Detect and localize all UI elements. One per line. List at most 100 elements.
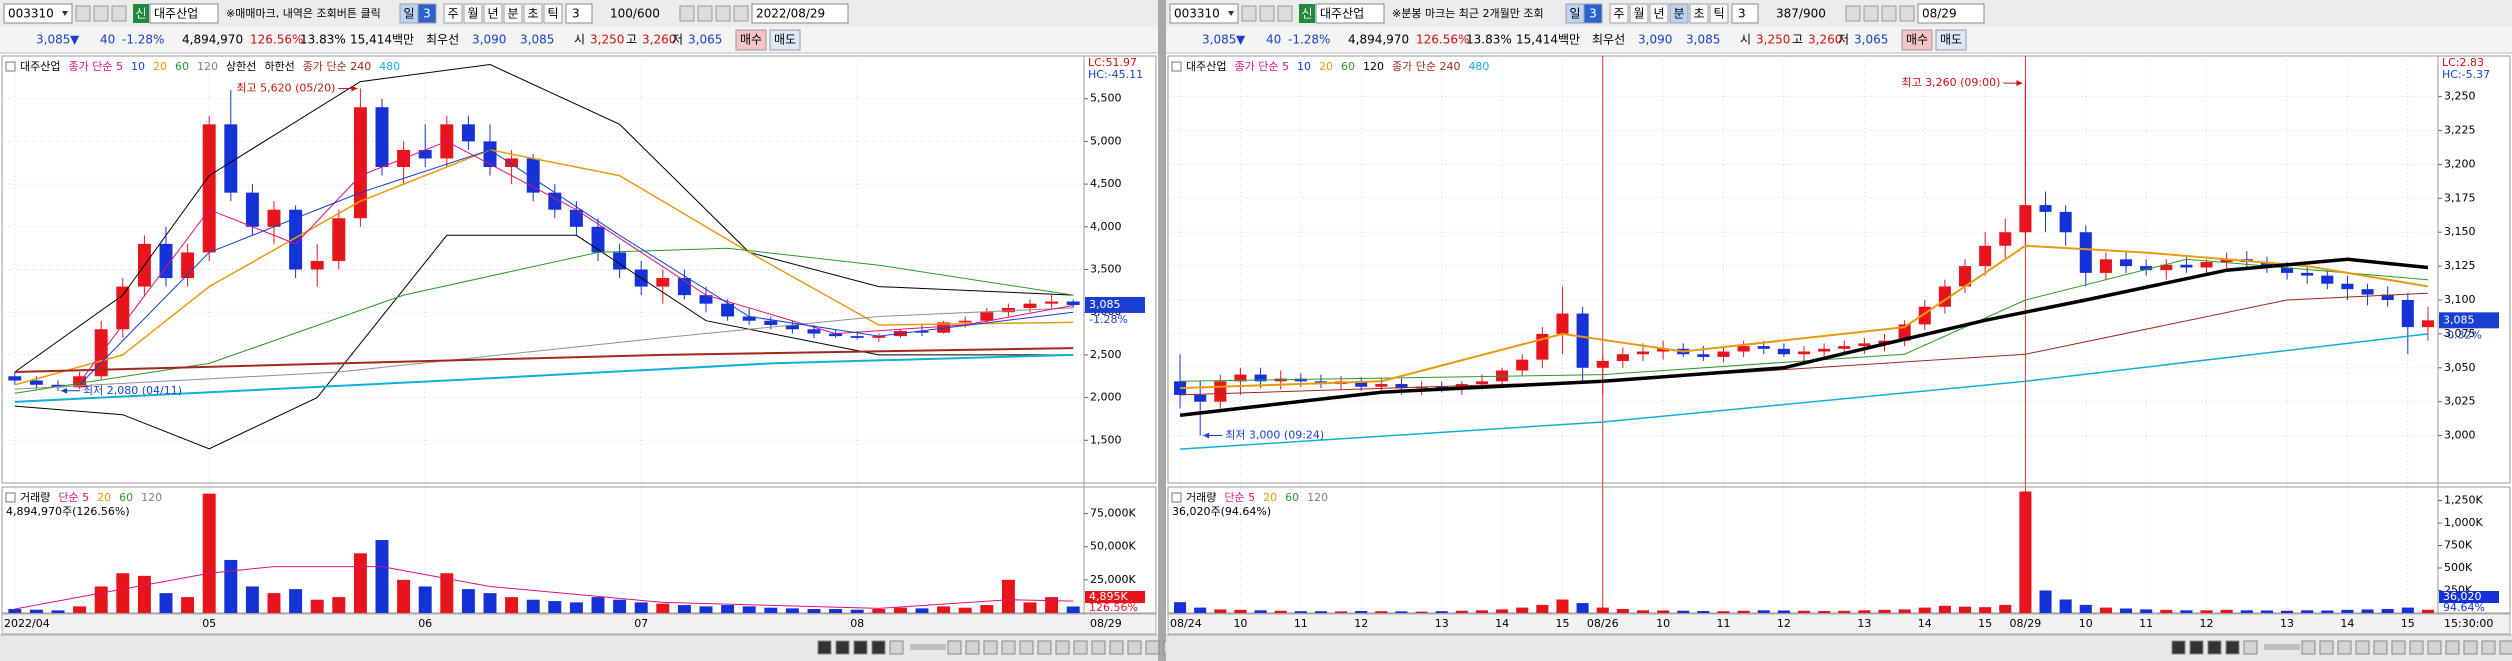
toolbar-icon[interactable] <box>1241 5 1257 22</box>
toolbar-icon[interactable] <box>2445 640 2460 655</box>
toolbar-icon[interactable] <box>733 5 749 22</box>
period-tab-label[interactable]: 주 <box>447 7 458 21</box>
toolbar-icon[interactable] <box>2301 640 2316 655</box>
date-input[interactable] <box>751 3 849 24</box>
period-tab[interactable] <box>417 3 437 24</box>
toolbar-icon[interactable] <box>1091 640 1106 655</box>
toolbar-icon[interactable] <box>983 640 998 655</box>
period-tab-label[interactable]: 일 <box>403 7 414 21</box>
period-tab-label[interactable]: 분 <box>1673 7 1684 21</box>
toolbar-icon[interactable] <box>2463 640 2478 655</box>
order-button[interactable] <box>735 29 767 51</box>
scroll-track[interactable] <box>910 644 946 650</box>
period-tab[interactable] <box>483 3 503 24</box>
toolbar-icon[interactable] <box>715 5 731 22</box>
period-tab[interactable] <box>1669 3 1689 24</box>
period-tab-label[interactable]: 초 <box>1693 7 1704 21</box>
period-tab-label[interactable]: 분 <box>507 7 518 21</box>
period-tab-label[interactable]: 년 <box>1653 7 1664 21</box>
period-tab-label[interactable]: 틱 <box>1713 7 1724 21</box>
period-tab[interactable] <box>503 3 523 24</box>
toolbar-icon[interactable] <box>75 5 91 22</box>
toolbar-icon[interactable] <box>2427 640 2442 655</box>
toolbar-icon[interactable] <box>2481 640 2496 655</box>
period-tab[interactable] <box>1629 3 1649 24</box>
period-tab[interactable] <box>1709 3 1729 24</box>
order-button[interactable] <box>1935 29 1967 51</box>
period-tab-label[interactable]: 월 <box>467 7 478 21</box>
toolbar-icon[interactable] <box>2391 640 2406 655</box>
legend-checkbox[interactable] <box>1171 61 1182 72</box>
quote-field[interactable]: 매수 <box>740 33 762 47</box>
period-tab[interactable] <box>1689 3 1709 24</box>
toolbar-icon[interactable] <box>2225 640 2240 655</box>
period-tab[interactable] <box>1583 3 1603 24</box>
toolbar-icon[interactable] <box>1277 5 1293 22</box>
toolbar-icon[interactable] <box>2319 640 2334 655</box>
period-tab[interactable] <box>463 3 483 24</box>
toolbar-icon[interactable] <box>2373 640 2388 655</box>
toolbar-icon[interactable] <box>1863 5 1879 22</box>
period-tab-label[interactable]: 틱 <box>547 7 558 21</box>
toolbar-icon[interactable] <box>835 640 850 655</box>
legend-checkbox[interactable] <box>1171 492 1182 503</box>
toolbar-icon[interactable] <box>2207 640 2222 655</box>
toolbar-icon[interactable] <box>2409 640 2424 655</box>
toolbar-icon[interactable] <box>1145 640 1160 655</box>
toolbar-icon[interactable] <box>947 640 962 655</box>
toolbar-icon[interactable] <box>1845 5 1861 22</box>
toolbar-icon[interactable] <box>817 640 832 655</box>
toolbar-icon[interactable] <box>1037 640 1052 655</box>
toolbar-icon[interactable] <box>871 640 886 655</box>
toolbar-icon[interactable] <box>111 5 127 22</box>
period-tab[interactable] <box>1649 3 1669 24</box>
period-tab-label[interactable]: 초 <box>527 7 538 21</box>
toolbar-icon[interactable] <box>965 640 980 655</box>
scroll-track[interactable] <box>2264 644 2300 650</box>
toolbar-icon[interactable] <box>697 5 713 22</box>
toolbar-icon[interactable] <box>1259 5 1275 22</box>
period-tab-label[interactable]: 년 <box>487 7 498 21</box>
count-input[interactable] <box>565 3 593 24</box>
toolbar-icon[interactable] <box>1055 640 1070 655</box>
toolbar-icon[interactable] <box>853 640 868 655</box>
code-input[interactable] <box>3 3 73 24</box>
order-button[interactable] <box>769 29 801 51</box>
quote-field[interactable]: 매수 <box>1906 33 1928 47</box>
toolbar-icon[interactable] <box>2189 640 2204 655</box>
toolbar-icon[interactable] <box>1127 640 1142 655</box>
toolbar-icon[interactable] <box>1073 640 1088 655</box>
count-input[interactable] <box>1731 3 1759 24</box>
period-tab-label[interactable]: 월 <box>1633 7 1644 21</box>
date-input[interactable] <box>1917 3 1985 24</box>
code-input[interactable] <box>1169 3 1239 24</box>
toolbar-icon[interactable] <box>1109 640 1124 655</box>
quote-field[interactable]: 매도 <box>774 33 796 47</box>
legend-checkbox[interactable] <box>5 492 16 503</box>
toolbar-icon[interactable] <box>889 640 904 655</box>
toolbar-icon[interactable] <box>2171 640 2186 655</box>
toolbar-icon[interactable] <box>1019 640 1034 655</box>
period-tab-label[interactable]: 일 <box>1569 7 1580 21</box>
legend-checkbox[interactable] <box>5 61 16 72</box>
toolbar-icon[interactable] <box>2337 640 2352 655</box>
period-tab[interactable] <box>523 3 543 24</box>
toolbar-icon[interactable] <box>1881 5 1897 22</box>
period-tab-label[interactable]: 주 <box>1613 7 1624 21</box>
quote-field: -1.28% <box>1288 33 1330 47</box>
period-tab[interactable] <box>543 3 563 24</box>
period-tab[interactable] <box>1609 3 1629 24</box>
toolbar-icon[interactable] <box>679 5 695 22</box>
quote-field[interactable]: 매도 <box>1940 33 1962 47</box>
toolbar-icon[interactable] <box>1899 5 1915 22</box>
toolbar-icon[interactable] <box>1001 640 1016 655</box>
order-button[interactable] <box>1901 29 1933 51</box>
period-tab[interactable] <box>443 3 463 24</box>
new-badge: 신 <box>1301 7 1312 21</box>
toolbar-icon[interactable] <box>93 5 109 22</box>
toolbar-icon[interactable] <box>2243 640 2258 655</box>
period-tab-label[interactable]: 3 <box>1589 7 1597 21</box>
toolbar-icon[interactable] <box>2499 640 2512 655</box>
toolbar-icon[interactable] <box>2355 640 2370 655</box>
period-tab-label[interactable]: 3 <box>423 7 431 21</box>
